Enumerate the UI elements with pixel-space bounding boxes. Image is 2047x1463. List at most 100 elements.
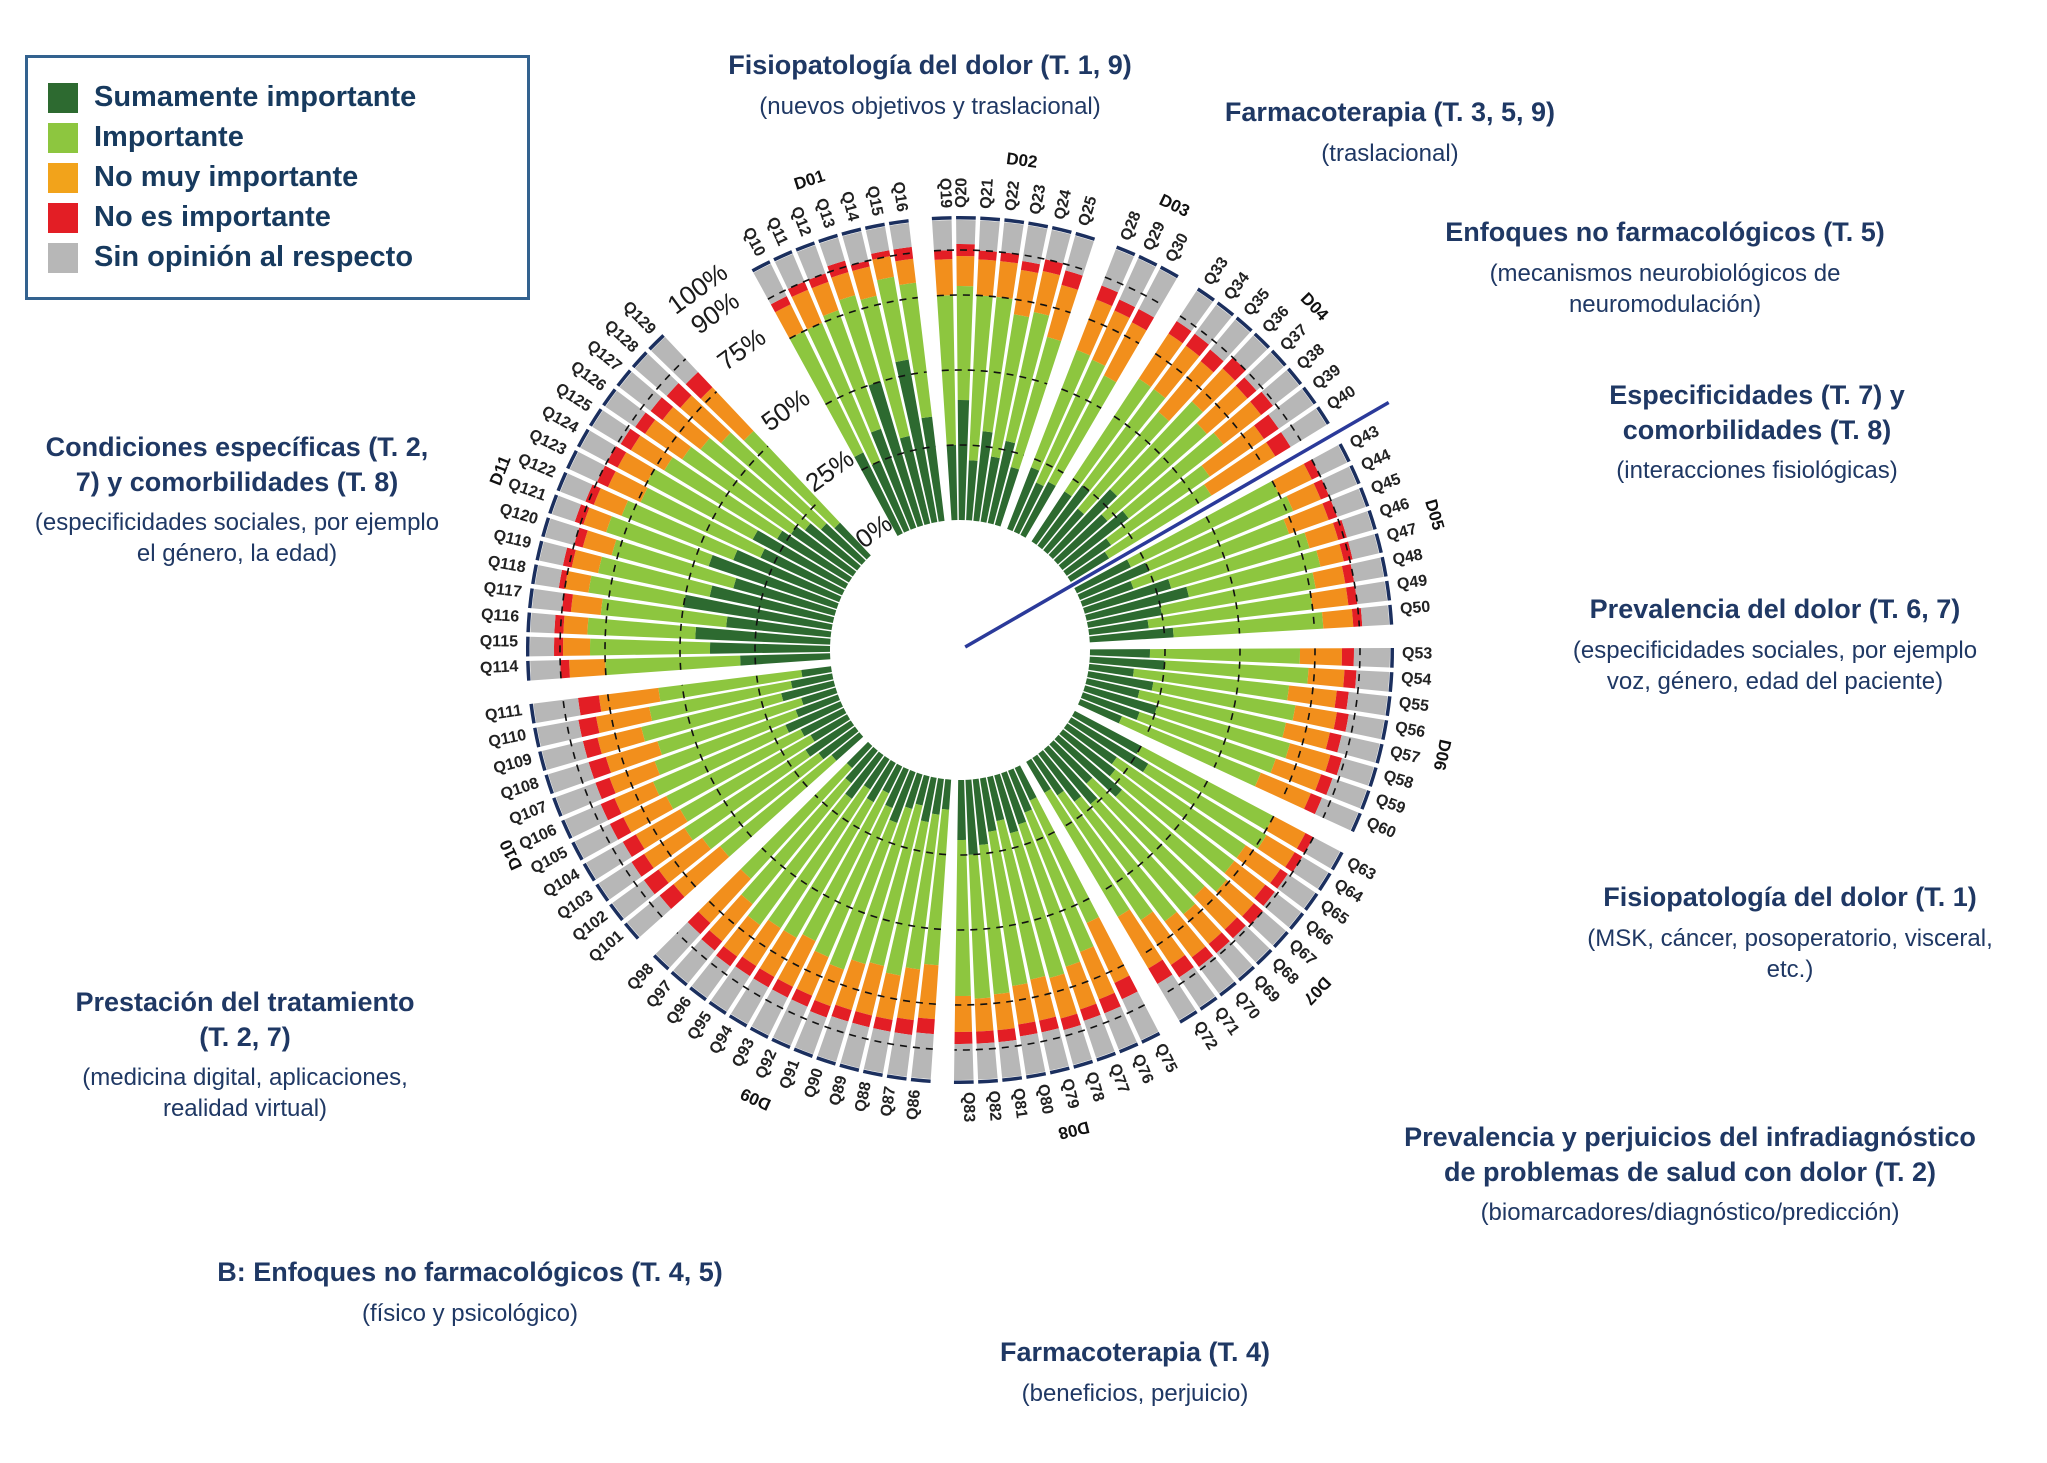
bar-Q89: [839, 774, 930, 1072]
bar-Q75: [1014, 765, 1161, 1044]
annotation-title: Prevalencia y perjuicios del infradiagnó…: [1404, 1122, 1976, 1187]
annotation-enfoques-b-t4-5: B: Enfoques no farmacológicos (T. 4, 5) …: [140, 1255, 800, 1329]
question-label-Q13: Q13: [812, 196, 837, 230]
question-label-Q47: Q47: [1385, 521, 1419, 545]
bar-Q98: [652, 741, 873, 971]
bar-Q43: [1074, 443, 1351, 594]
bar-Q70: [1038, 750, 1237, 997]
bar-Q14: [841, 227, 931, 525]
bar-Q103: [595, 720, 855, 902]
domain-label-D06: D06: [1430, 738, 1455, 773]
annotation-especificidades-comorbilidades: Especificidades (T. 7) y comorbilidades …: [1557, 378, 1957, 486]
group-D10: [529, 666, 864, 940]
bar-Q126: [602, 388, 857, 577]
group-D05: [1074, 443, 1394, 643]
legend-label: No es importante: [94, 201, 331, 233]
bar-Q37: [1053, 349, 1287, 565]
annotation-title: Especificidades (T. 7) y comorbilidades …: [1609, 380, 1905, 445]
group-D07: [1026, 710, 1344, 1024]
legend-swatch-orange: [48, 162, 78, 193]
question-label-Q123: Q123: [526, 426, 569, 459]
question-label-Q12: Q12: [787, 204, 814, 238]
bar-Q59: [1080, 692, 1371, 810]
question-label-Q119: Q119: [492, 527, 533, 552]
question-label-Q80: Q80: [1034, 1083, 1056, 1116]
question-label-Q23: Q23: [1027, 183, 1049, 216]
legend-item: Sumamente importante: [48, 81, 507, 114]
bar-Q91: [793, 770, 916, 1058]
legend-label: Sumamente importante: [94, 81, 417, 113]
bar-Q10: [751, 260, 903, 536]
group-D09: [652, 741, 952, 1083]
question-label-Q120: Q120: [498, 501, 540, 528]
bar-Q47: [1085, 533, 1383, 621]
domain-label-D03: D03: [1156, 190, 1192, 221]
legend-swatch-gray: [48, 242, 78, 273]
question-label-Q96: Q96: [663, 994, 695, 1028]
annotation-subtitle: (nuevos objetivos y traslacional): [759, 92, 1101, 120]
bar-Q96: [689, 751, 884, 1002]
annotation-title: Farmacoterapia (T. 4): [999, 1337, 1271, 1367]
bar-Q119: [535, 540, 835, 623]
question-label-Q122: Q122: [515, 451, 558, 482]
bar-Q11: [773, 250, 910, 533]
bar-Q12: [795, 241, 917, 530]
annotation-subtitle: (físico y psicológico): [361, 1299, 579, 1327]
domain-label-D07: D07: [1299, 973, 1334, 1009]
question-label-Q44: Q44: [1359, 446, 1394, 474]
bars-layer: [525, 216, 1395, 1085]
domain-label-D04: D04: [1297, 289, 1333, 325]
group-D11: [525, 334, 871, 681]
bar-Q76: [1008, 768, 1139, 1054]
question-label-Q16: Q16: [889, 181, 910, 213]
bar-Q20: [956, 216, 976, 521]
bar-Q68: [1049, 740, 1273, 966]
bar-Q34: [1037, 301, 1235, 550]
bar-Q124: [576, 428, 849, 589]
bar-Q81: [972, 778, 1023, 1082]
legend-label: Importante: [94, 121, 244, 153]
bar-Q129: [648, 334, 871, 560]
question-label-Q11: Q11: [763, 215, 791, 249]
domain-label-D05: D05: [1421, 497, 1448, 532]
bar-Q102: [609, 726, 859, 922]
bar-Q114: [526, 653, 831, 681]
question-label-Q29: Q29: [1140, 219, 1168, 254]
bar-Q106: [561, 701, 843, 840]
question-label-Q48: Q48: [1391, 546, 1424, 569]
bar-Q66: [1059, 729, 1305, 930]
question-label-Q81: Q81: [1009, 1087, 1030, 1119]
bar-Q45: [1080, 487, 1370, 607]
legend-item: No es importante: [48, 201, 507, 234]
bar-Q115: [525, 636, 831, 657]
bar-Q116: [526, 612, 831, 645]
bar-Q120: [541, 517, 837, 616]
question-label-Q25: Q25: [1076, 194, 1101, 228]
bar-Q67: [1054, 734, 1289, 948]
question-label-Q58: Q58: [1381, 767, 1415, 792]
annotation-condiciones-especificas: Condiciones específicas (T. 2, 7) y como…: [30, 430, 444, 569]
annotation-title: Fisiopatología del dolor (T. 1): [1603, 882, 1977, 912]
question-label-Q116: Q116: [480, 606, 519, 625]
question-label-Q50: Q50: [1399, 599, 1431, 618]
question-label-Q91: Q91: [777, 1057, 804, 1091]
question-label-Q86: Q86: [904, 1089, 924, 1121]
annotation-subtitle: (traslacional): [1321, 139, 1459, 167]
domain-label-D01: D01: [792, 166, 827, 194]
question-label-Q57: Q57: [1388, 743, 1422, 767]
annotation-fisiopatologia-t1-9: Fisiopatología del dolor (T. 1, 9) (nuev…: [700, 48, 1160, 122]
annotation-title: Condiciones específicas (T. 2, 7) y como…: [45, 432, 429, 497]
question-label-Q24: Q24: [1051, 188, 1075, 221]
bar-Q90: [816, 772, 923, 1066]
annotation-subtitle: (biomarcadores/diagnóstico/predicción): [1480, 1199, 1900, 1227]
bar-Q60: [1078, 699, 1362, 833]
annotation-title: Fisiopatología del dolor (T. 1, 9): [728, 50, 1132, 80]
question-label-Q30: Q30: [1163, 230, 1193, 265]
domain-label-D02: D02: [1005, 149, 1038, 172]
bar-Q88: [862, 776, 937, 1077]
legend-label: No muy importante: [94, 161, 359, 193]
question-label-Q46: Q46: [1378, 495, 1412, 520]
bar-Q57: [1085, 678, 1384, 764]
annotation-prevalencia-perjuicios-t2: Prevalencia y perjuicios del infradiagnó…: [1400, 1120, 1980, 1228]
